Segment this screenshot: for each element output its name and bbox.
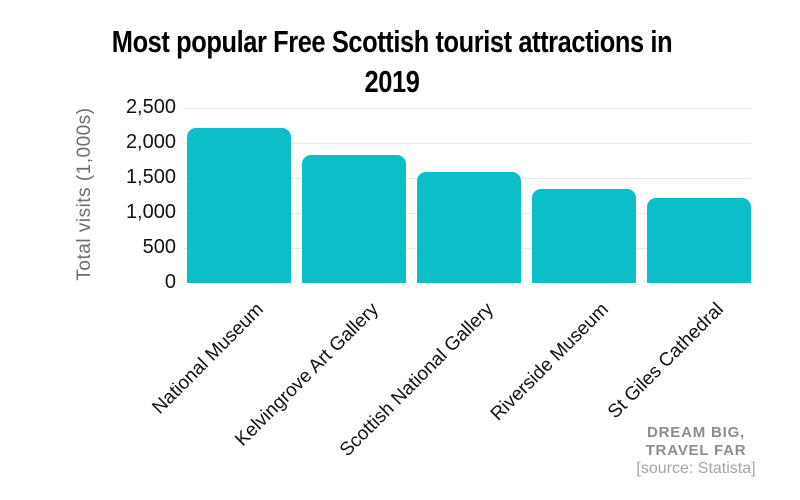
watermark-line1: DREAM BIG,	[647, 424, 745, 441]
x-label-national-museum: National Museum	[148, 299, 268, 419]
chart-title: Most popular Free Scottish tourist attra…	[71, 22, 714, 102]
watermark-logo: DREAM BIG, TRAVEL FAR	[596, 424, 796, 460]
plot-area	[183, 108, 751, 283]
bar-national-museum	[187, 128, 291, 283]
y-tick-2-000: 2,000	[125, 131, 176, 154]
y-tick-1-500: 1,500	[125, 166, 176, 189]
x-label-kelvingrove-art-gallery: Kelvingrove Art Gallery	[231, 299, 383, 451]
y-tick-1-000: 1,000	[125, 201, 176, 224]
bar-riverside-museum	[532, 188, 636, 283]
chart-title-line1: Most popular Free Scottish tourist attra…	[111, 24, 673, 59]
watermark-line2: TRAVEL FAR	[645, 442, 747, 459]
gridline-2000	[183, 143, 751, 144]
y-tick-2-500: 2,500	[125, 96, 176, 119]
bar-kelvingrove-art-gallery	[302, 154, 406, 283]
bar-scottish-national-gallery	[417, 172, 521, 283]
gridline-2500	[183, 108, 751, 109]
y-tick-0: 0	[164, 271, 176, 294]
x-label-scottish-national-gallery: Scottish National Gallery	[335, 299, 498, 461]
bar-st-giles-cathedral	[647, 198, 751, 283]
y-axis-title: Total visits (1,000s)	[74, 107, 95, 281]
chart-title-line2: 2019	[364, 64, 420, 99]
source-credit: [source: Statista]	[636, 460, 756, 477]
y-tick-500: 500	[142, 236, 176, 259]
